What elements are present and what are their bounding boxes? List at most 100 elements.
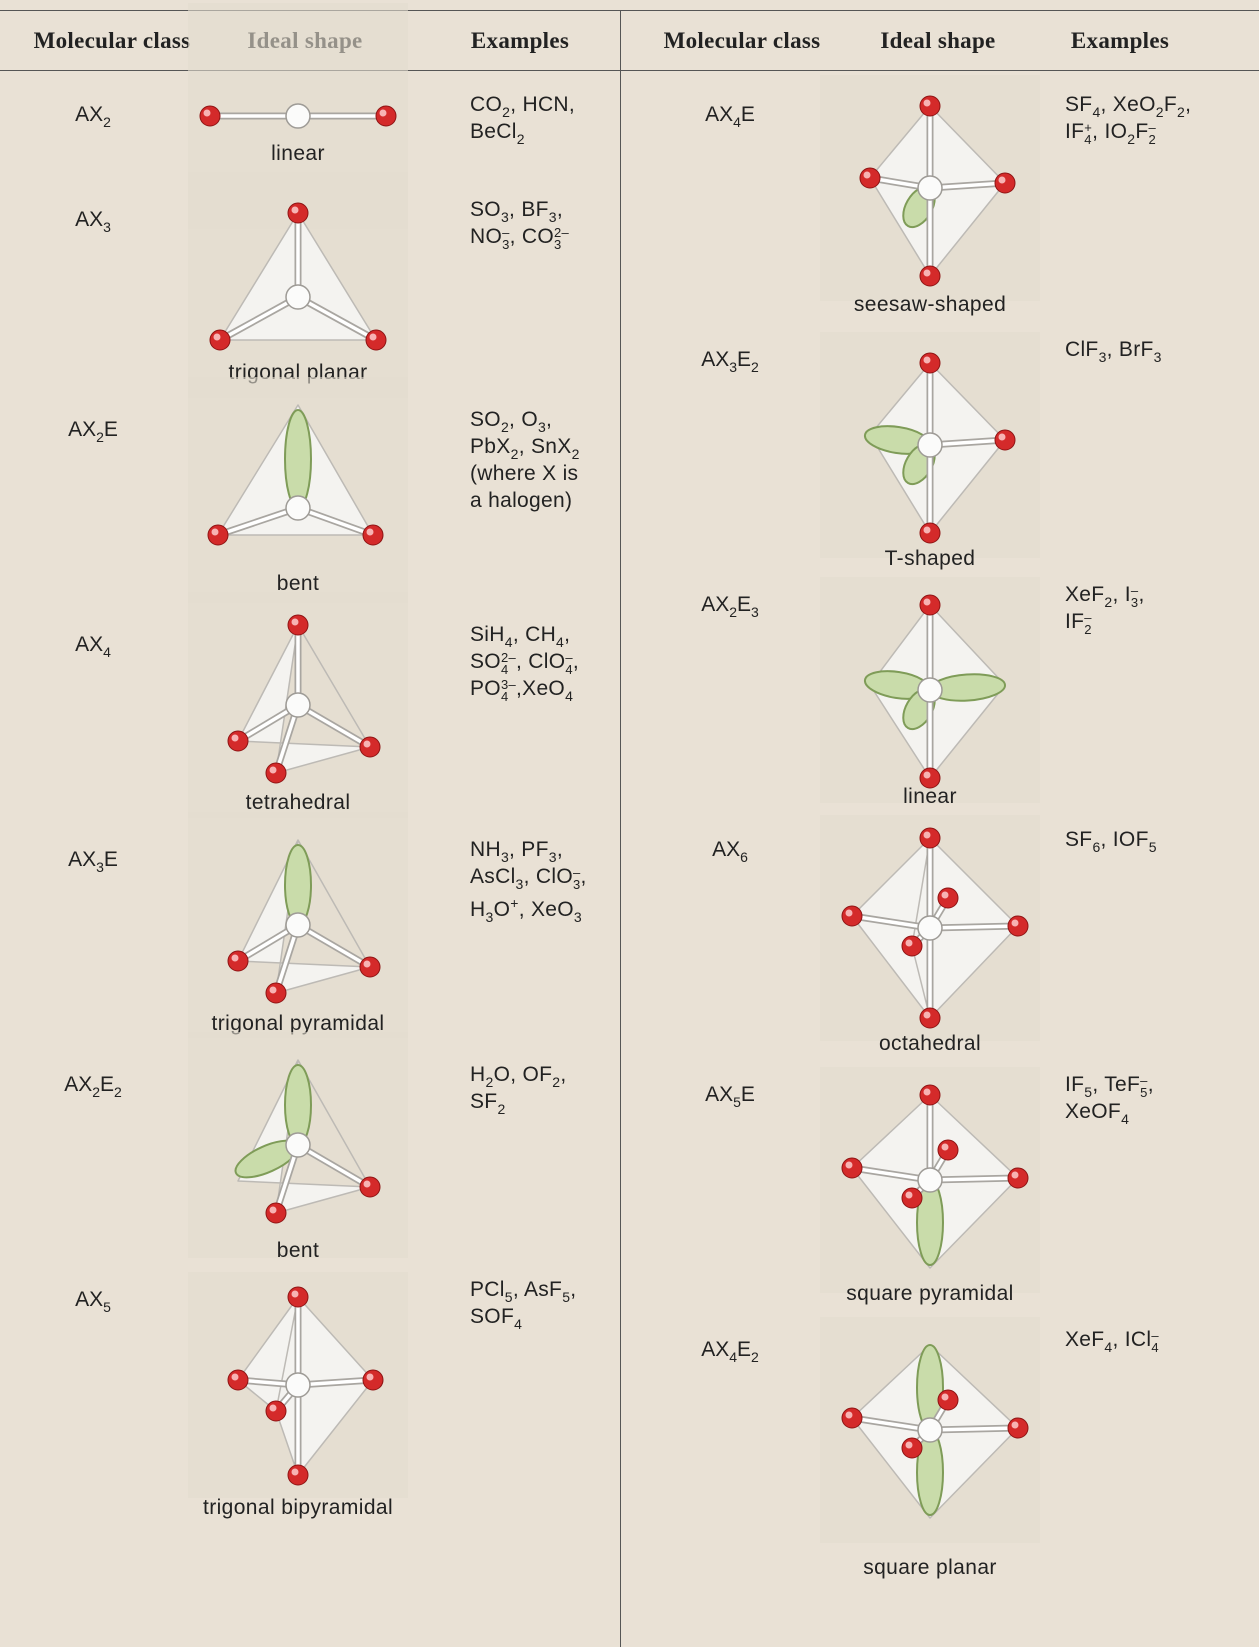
- text-run: , CO: [509, 225, 555, 248]
- text-run: (where X is: [470, 462, 579, 485]
- subscript: 2: [516, 131, 525, 147]
- subscript: 2: [751, 359, 759, 375]
- text-run: ClF: [1065, 338, 1099, 361]
- atom-highlight: [905, 1441, 913, 1449]
- subscript: 3: [548, 849, 557, 865]
- text-run: E: [737, 593, 752, 616]
- example-line: ClF3, BrF3: [1065, 336, 1162, 365]
- example-line: SiH4, CH4,: [470, 621, 579, 650]
- text-run: AX: [68, 418, 97, 441]
- text-run: E: [740, 103, 755, 126]
- subscript: 2: [1176, 104, 1186, 120]
- text-run: CO: [470, 93, 503, 116]
- atom-highlight: [923, 99, 931, 107]
- sub-sup: –3: [502, 225, 510, 252]
- shape-name: seesaw-shaped: [853, 293, 1007, 316]
- column-header: Molecular class: [33, 28, 191, 53]
- atom: [199, 105, 221, 127]
- subscript: 5: [733, 1094, 741, 1110]
- shape-name: linear: [903, 785, 957, 808]
- atom: [919, 1084, 941, 1106]
- text-run: , SnX: [518, 435, 572, 458]
- central-atom: [285, 912, 311, 938]
- text-run: BeCl: [470, 120, 517, 143]
- atom-highlight: [941, 1143, 949, 1151]
- subscript: 3: [502, 237, 510, 252]
- central-atom: [285, 103, 311, 129]
- molecule-drawing: [820, 1317, 1040, 1543]
- text-run: ,: [546, 408, 553, 431]
- examples: XeF4, ICl –4: [1065, 1326, 1159, 1355]
- example-line: (where X is: [470, 460, 580, 487]
- subscript: 3: [554, 237, 562, 252]
- subscript: 2: [485, 1074, 494, 1090]
- molecular-class: AX4E2: [701, 1338, 759, 1365]
- subscript: 3: [729, 359, 737, 375]
- example-line: IF +4, IO2F –2: [1065, 118, 1191, 147]
- atom-highlight: [269, 986, 277, 994]
- molecular-class: AX2E2: [64, 1073, 122, 1100]
- atom-highlight: [366, 1373, 374, 1381]
- atom-highlight: [941, 1393, 949, 1401]
- subscript: 2: [751, 1349, 759, 1365]
- text-run: ,: [564, 623, 571, 646]
- atom: [919, 265, 941, 287]
- superscript: –: [1084, 610, 1092, 625]
- text-run: IF: [1065, 610, 1085, 633]
- atom-highlight: [269, 1206, 277, 1214]
- bond: [851, 1166, 931, 1182]
- superscript: –: [1148, 120, 1156, 135]
- subscript: 4: [1084, 132, 1092, 147]
- central-atom: [917, 915, 943, 941]
- atom-highlight: [211, 528, 219, 536]
- lone-pair: [284, 409, 312, 509]
- atom-highlight: [269, 766, 277, 774]
- subscript: 3: [96, 859, 104, 875]
- atom: [365, 329, 387, 351]
- subscript: 4: [103, 644, 111, 660]
- atom-highlight: [363, 960, 371, 968]
- example-line: NO –3, CO 2– 3: [470, 223, 569, 252]
- examples: SO2, O3, PbX2, SnX2 (where X is a halogen): [470, 406, 580, 514]
- molecule-drawing: [188, 1272, 408, 1498]
- superscript: +: [510, 895, 519, 911]
- atom-highlight: [379, 109, 387, 117]
- atom-highlight: [369, 333, 377, 341]
- superscript: –: [502, 225, 510, 240]
- bond: [929, 924, 1019, 930]
- atom-highlight: [845, 1161, 853, 1169]
- atom-highlight: [998, 176, 1006, 184]
- subscript: 3: [537, 419, 547, 435]
- atom-highlight: [845, 1411, 853, 1419]
- text-run: ,: [556, 838, 563, 861]
- atom: [901, 1437, 923, 1459]
- subscript: 3: [573, 909, 582, 925]
- subscript: 2: [552, 1074, 561, 1090]
- text-run: SF: [1065, 828, 1093, 851]
- atom-highlight: [291, 1468, 299, 1476]
- text-run: AX: [75, 633, 104, 656]
- column-divider: [620, 10, 621, 1647]
- text-run: AX: [701, 593, 730, 616]
- examples: ClF3, BrF3: [1065, 336, 1162, 365]
- bond: [851, 1416, 931, 1432]
- atom-highlight: [366, 528, 374, 536]
- sub-sup: –2: [1084, 610, 1092, 636]
- shape-name: trigonal pyramidal: [211, 1012, 385, 1035]
- sub-sup: –3: [1131, 584, 1139, 609]
- text-run: O, OF: [493, 1063, 553, 1086]
- example-line: NH3, PF3,: [470, 836, 587, 865]
- text-run: , ClO: [523, 865, 573, 888]
- text-run: SO: [470, 650, 501, 673]
- central-atom: [285, 284, 311, 310]
- bond: [297, 703, 371, 749]
- subscript: 5: [1140, 1085, 1148, 1100]
- central-atom: [917, 1417, 943, 1443]
- subscript: 2: [1155, 104, 1164, 120]
- shape-name: tetrahedral: [245, 791, 351, 814]
- superscript: –: [572, 865, 581, 880]
- example-line: IF –2: [1065, 608, 1145, 636]
- text-run: IF: [1065, 1073, 1085, 1096]
- text-run: ,: [580, 865, 587, 888]
